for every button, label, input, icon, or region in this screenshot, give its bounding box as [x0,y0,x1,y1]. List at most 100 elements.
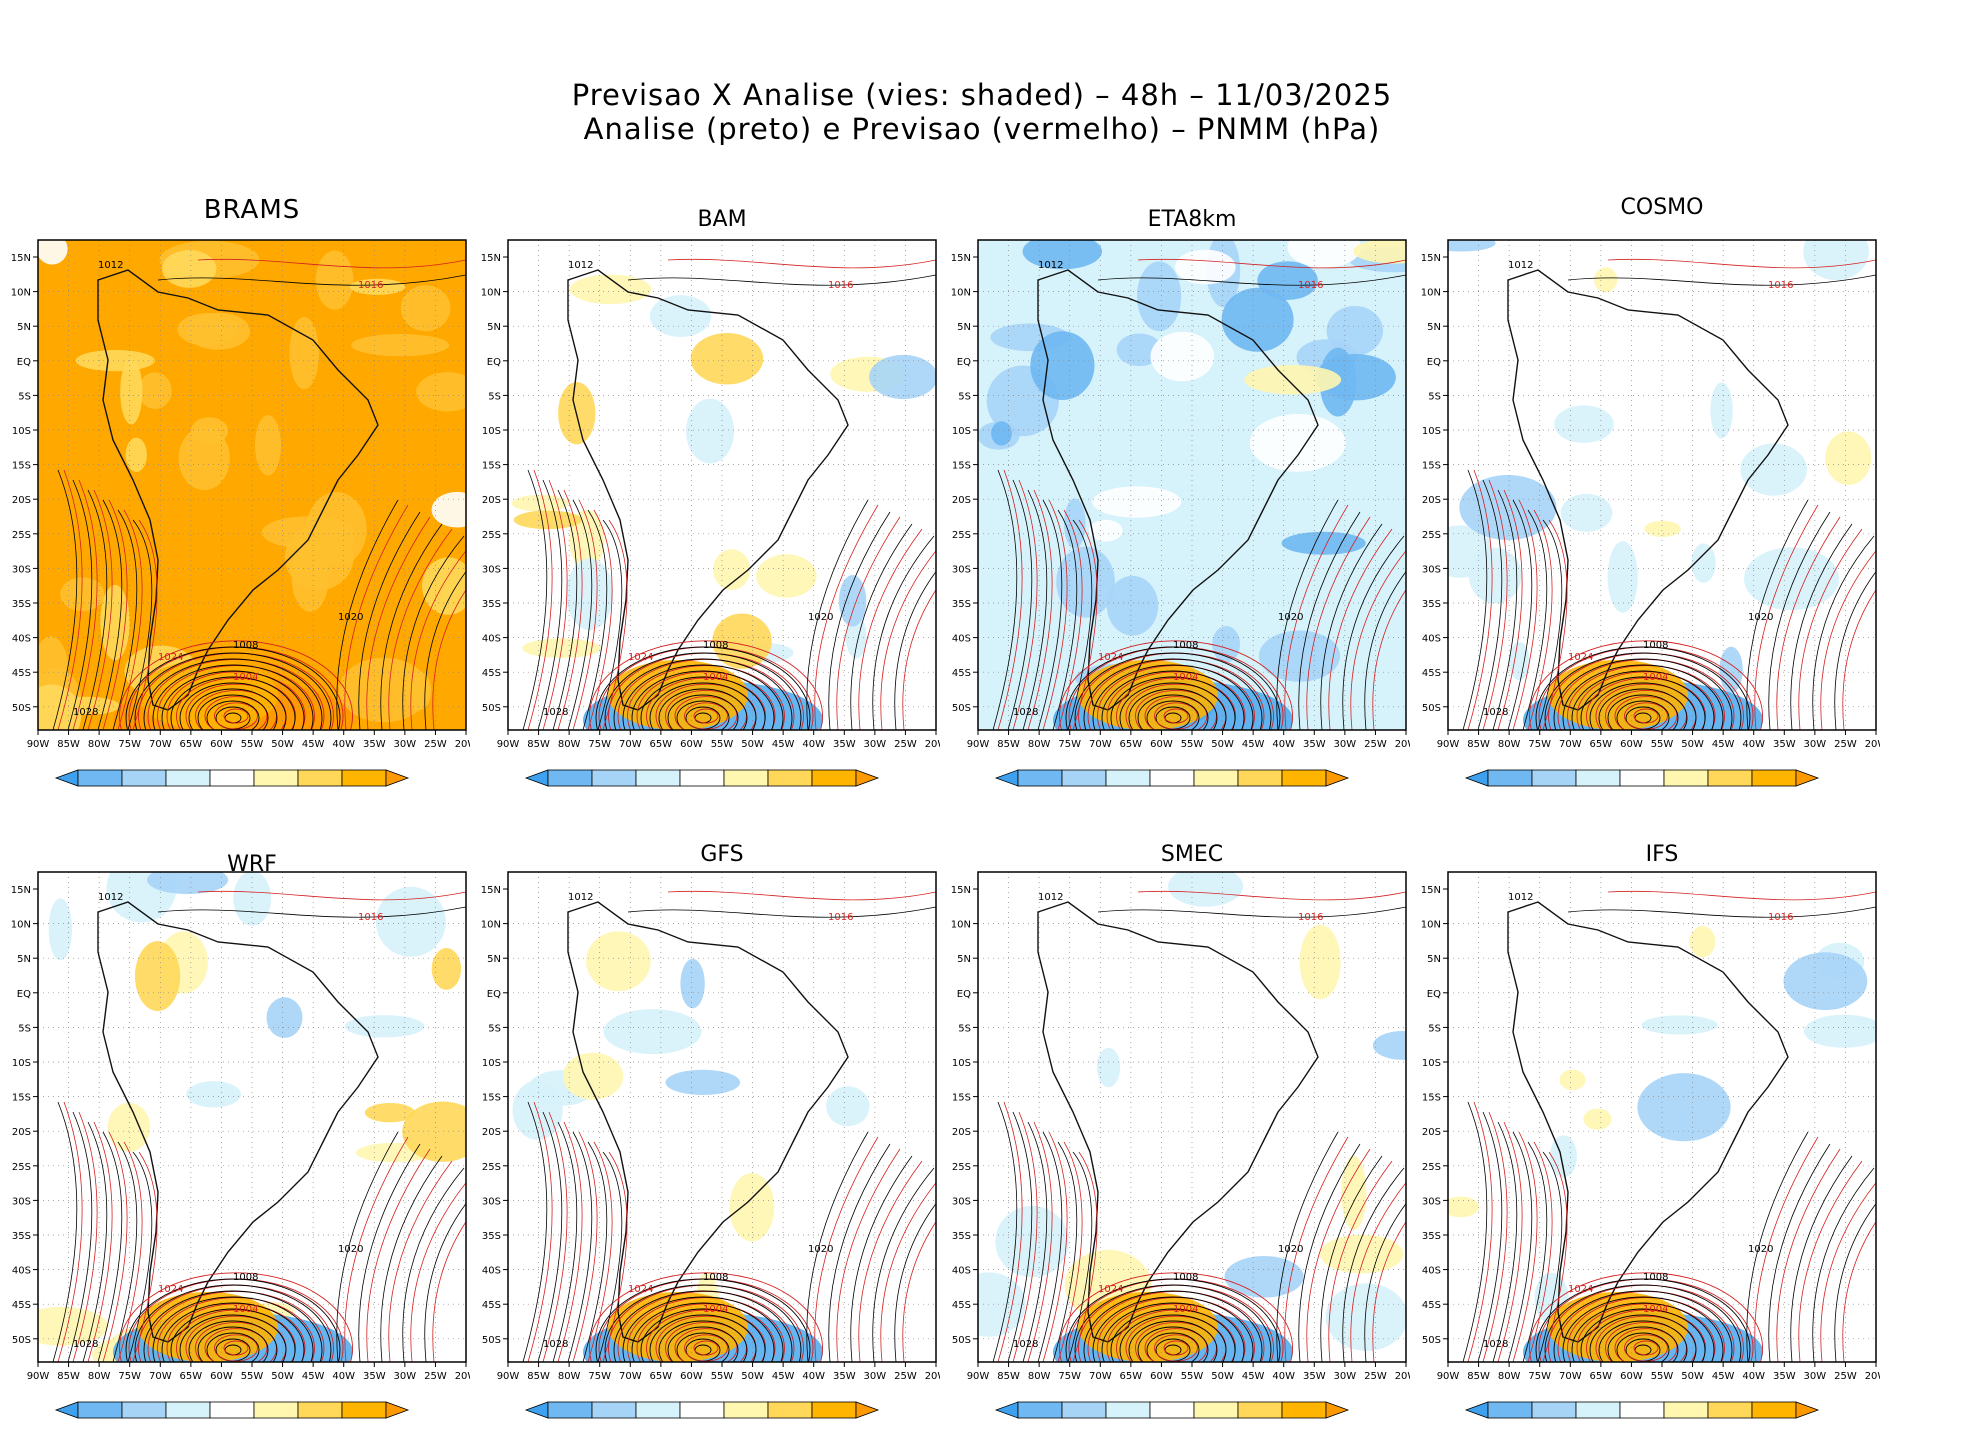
lon-tick-label: 20W [1865,739,1880,750]
lon-tick-label: 60W [1150,739,1173,750]
bias-shading: 1012 1016 1020 1024 1008 1004 1028 [508,240,936,730]
lon-tick-label: 35W [1303,739,1326,750]
colorbar: -4-3-2-11234 [524,1401,880,1419]
coastline [97,901,379,1343]
lon-tick-label: 20W [455,739,470,750]
contour-label: 1024 [158,1284,183,1295]
lon-tick-label: 30W [1804,739,1827,750]
lat-tick-label: 50S [952,703,971,714]
lon-tick-label: 45W [1242,739,1265,750]
lon-tick-label: 55W [241,739,264,750]
contour-label: 1028 [1013,707,1038,718]
lon-tick-label: 75W [588,739,611,750]
lat-tick-label: 45S [1422,668,1441,679]
contour-label: 1004 [1643,1304,1668,1315]
bias-shading: 1012 1016 1020 1024 1008 1004 1028 [508,872,936,1362]
lon-tick-label: 65W [180,739,203,750]
panel-title: BAM [697,207,747,232]
lat-tick-label: 30S [1422,564,1441,575]
lon-tick-label: 45W [1242,1371,1265,1382]
contour-label: 1016 [358,280,383,291]
lon-tick-label: 60W [680,1371,703,1382]
lon-tick-label: 60W [1620,739,1643,750]
lon-tick-label: 70W [1559,1371,1582,1382]
contour-label: 1028 [73,707,98,718]
contour-label: 1016 [1298,280,1323,291]
lat-tick-label: 25S [1422,530,1441,541]
lat-tick-label: EQ [957,989,971,1000]
colorbar: -4-3-2-11234 [1464,1401,1820,1419]
lon-tick-label: 35W [363,739,386,750]
lon-tick-label: 85W [997,1371,1020,1382]
lon-tick-label: 35W [1773,739,1796,750]
lat-tick-label: 40S [1422,1266,1441,1277]
lat-tick-label: 40S [952,1266,971,1277]
lon-tick-label: 60W [1620,1371,1643,1382]
lon-tick-label: 70W [1089,739,1112,750]
lat-tick-label: 15S [12,461,31,472]
lon-tick-label: 40W [1272,1371,1295,1382]
contour-label: 1024 [158,652,183,663]
contour-label: 1012 [568,892,593,903]
panel-title: COSMO [1620,195,1704,220]
lat-tick-label: 45S [12,1300,31,1311]
lat-tick-label: 10N [1421,288,1441,299]
panel-title: IFS [1645,842,1679,867]
lon-tick-label: 55W [1181,1371,1204,1382]
lat-tick-label: 15S [1422,461,1441,472]
lon-tick-label: 25W [894,1371,917,1382]
lat-tick-label: 50S [482,703,501,714]
contour-label: 1020 [1748,612,1773,623]
lat-tick-label: 5N [17,322,31,333]
lon-tick-label: 55W [711,1371,734,1382]
lat-tick-label: 15N [1421,885,1441,896]
lon-tick-label: 20W [1395,1371,1410,1382]
lon-tick-label: 45W [772,739,795,750]
lon-tick-label: 85W [527,739,550,750]
contour-label: 1020 [1748,1244,1773,1255]
lon-tick-label: 85W [997,739,1020,750]
lat-tick-label: EQ [487,989,501,1000]
lat-tick-label: 40S [12,634,31,645]
lon-tick-label: 90W [497,1371,520,1382]
coastline [1037,901,1319,1343]
lon-tick-label: 50W [741,1371,764,1382]
contour-label: 1016 [828,280,853,291]
lat-tick-label: 10N [11,288,31,299]
lon-tick-label: 50W [741,739,764,750]
contour-label: 1012 [98,260,123,271]
lon-tick-label: 75W [1058,739,1081,750]
lat-tick-label: 5N [957,322,971,333]
lat-tick-label: 45S [12,668,31,679]
lat-tick-label: EQ [1427,357,1441,368]
lat-tick-label: 35S [952,1231,971,1242]
lon-tick-label: 30W [1804,1371,1827,1382]
coastline [1507,901,1789,1343]
contour-label: 1008 [233,640,258,651]
contour-label: 1024 [628,1284,653,1295]
lon-tick-label: 65W [1590,739,1613,750]
lon-tick-label: 80W [1498,739,1521,750]
lon-tick-label: 40W [332,739,355,750]
lon-tick-label: 40W [332,1371,355,1382]
lat-tick-label: 15S [482,461,501,472]
lat-tick-label: 30S [952,1196,971,1207]
lat-tick-label: 50S [1422,703,1441,714]
lon-tick-label: 65W [650,739,673,750]
contour-label: 1028 [543,707,568,718]
lon-tick-label: 85W [1467,1371,1490,1382]
lat-tick-label: 35S [12,1231,31,1242]
lon-tick-label: 90W [1437,739,1460,750]
contour-label: 1024 [1098,652,1123,663]
panel-title: ETA8km [1147,207,1237,232]
contour-label: 1012 [1038,892,1063,903]
lat-tick-label: 15N [951,885,971,896]
lat-tick-label: 10N [11,920,31,931]
contour-label: 1024 [1568,1284,1593,1295]
lat-tick-label: 35S [1422,1231,1441,1242]
lon-tick-label: 75W [1528,1371,1551,1382]
lon-tick-label: 60W [1150,1371,1173,1382]
panel-title: GFS [700,842,744,867]
contour-label: 1024 [1568,652,1593,663]
lat-tick-label: 30S [952,564,971,575]
